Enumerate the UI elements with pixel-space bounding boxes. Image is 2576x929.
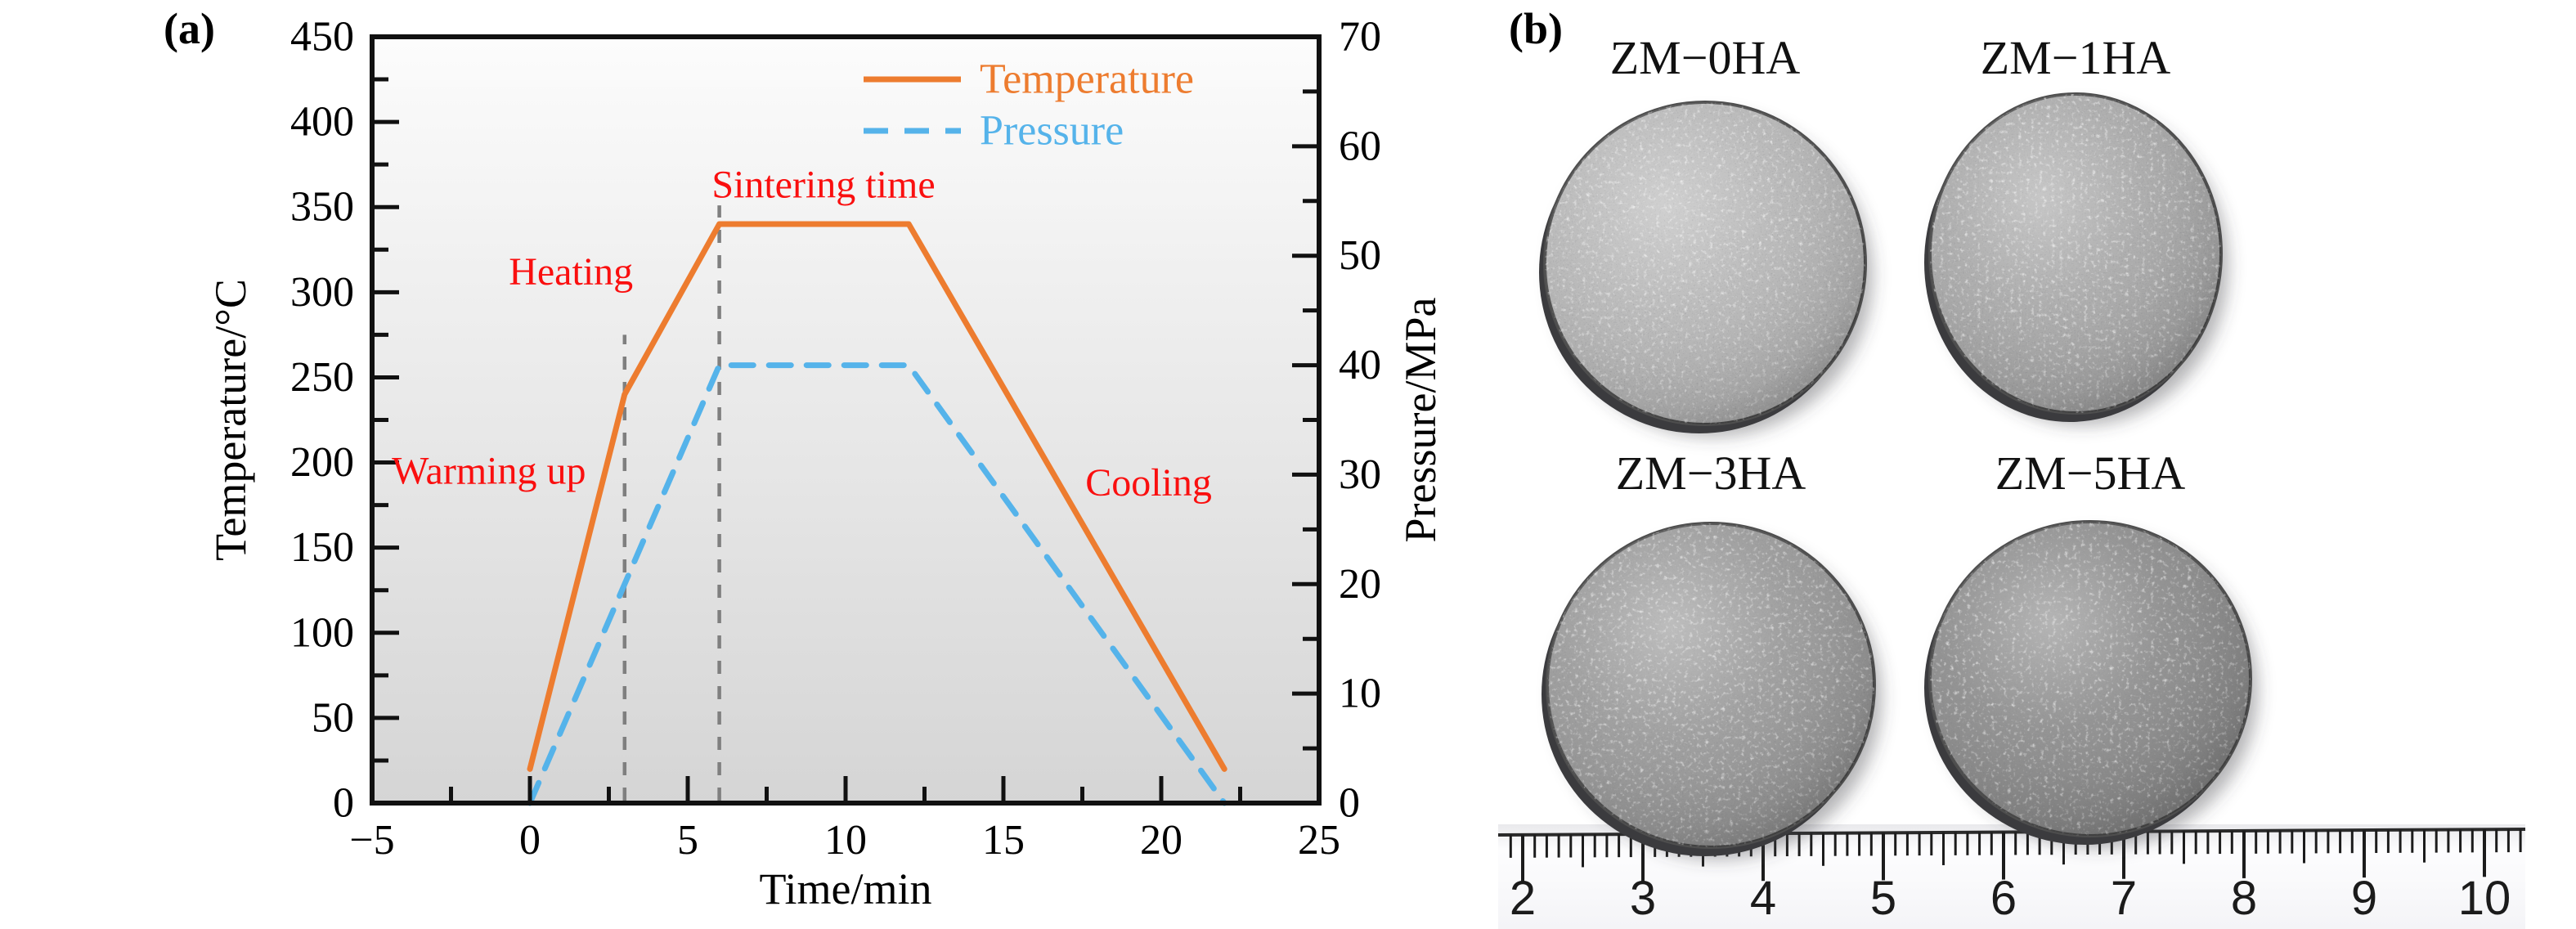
stage-annotations: Warming up Heating Sintering time Cooling (392, 164, 1212, 505)
sintering-process-chart: −5 0 5 10 15 20 250501001502002503003504004500… (206, 14, 1445, 914)
plot-frame (370, 34, 1322, 806)
series-pressure (527, 362, 1227, 806)
ruler-number: 9 (2351, 872, 2377, 925)
y-right-tick-label: 60 (1339, 123, 1381, 169)
y-right-tick-label: 70 (1339, 14, 1381, 61)
ruler-number: 3 (1630, 872, 1656, 925)
ruler-number: 2 (1510, 872, 1536, 925)
y-right-axis-title: Pressure/MPa (1396, 297, 1445, 542)
y-left-tick-label: 100 (290, 609, 354, 656)
y-right-tick-label: 30 (1339, 451, 1381, 498)
specimen-disc-3 (1542, 522, 1882, 859)
y-left-tick-label: 200 (290, 439, 354, 486)
x-tick-label: 15 (982, 817, 1025, 864)
y-left-tick-label: 450 (290, 14, 354, 61)
y-left-tick-label: 250 (290, 354, 354, 401)
sample-label-zm1ha: ZM−1HA (1980, 31, 2171, 84)
legend-label-pressure: Pressure (980, 108, 1124, 155)
x-axis: −5 0 5 10 15 20 25 (349, 776, 1340, 864)
x-tick-label: 5 (677, 817, 698, 864)
x-tick-label: −5 (349, 817, 394, 864)
ruler-number: 6 (1990, 872, 2017, 925)
x-axis-title: Time/min (759, 864, 931, 913)
ruler-number: 10 (2458, 872, 2511, 925)
y-right-tick-label: 50 (1339, 232, 1381, 279)
ruler-number: 4 (1750, 872, 1776, 925)
y-axis-right: 0 10 20 30 40 50 60 70 (1292, 14, 1381, 827)
y-right-tick-label: 0 (1339, 780, 1360, 827)
sample-label-zm0ha: ZM−0HA (1609, 31, 1801, 84)
ruler-number: 5 (1870, 872, 1896, 925)
specimen-photo-panel: 2 3 4 5 6 7 8 9 10 (1497, 92, 2526, 929)
legend: Temperature Pressure (864, 56, 1194, 155)
sample-label-zm3ha: ZM−3HA (1615, 447, 1806, 500)
y-left-tick-label: 0 (333, 780, 354, 827)
disc-shading (1545, 102, 1865, 424)
series-temperature (527, 221, 1227, 772)
panel-a-label: (a) (164, 4, 215, 53)
y-axis-left: 0 50 100 150 200 250 300 350 400 450 (290, 14, 399, 827)
x-tick-label: 20 (1140, 817, 1183, 864)
y-left-tick-label: 50 (312, 694, 354, 741)
annotation-cooling: Cooling (1085, 461, 1212, 505)
y-left-tick-label: 400 (290, 99, 354, 146)
stage-guides (622, 205, 721, 801)
y-left-tick-label: 350 (290, 184, 354, 231)
y-left-tick-label: 150 (290, 524, 354, 571)
y-right-tick-label: 20 (1339, 561, 1381, 608)
annotation-heating: Heating (509, 250, 633, 294)
panel-b-label: (b) (1509, 4, 1563, 53)
x-tick-label: 10 (824, 817, 867, 864)
y-right-tick-label: 10 (1339, 671, 1381, 717)
ruler-number: 7 (2111, 872, 2137, 925)
legend-label-temperature: Temperature (980, 56, 1194, 103)
sample-label-zm5ha: ZM−5HA (1995, 447, 2186, 500)
annotation-sintering-time: Sintering time (711, 164, 935, 207)
ruler-number: 8 (2231, 872, 2257, 925)
y-right-tick-label: 40 (1339, 342, 1381, 388)
specimen-disc-4 (1924, 520, 2258, 848)
specimen-disc-2 (1924, 92, 2228, 425)
disc-shading (1547, 523, 1874, 847)
x-tick-label: 25 (1298, 817, 1340, 864)
x-tick-label: 0 (519, 817, 541, 864)
disc-shading (1930, 94, 2221, 413)
y-left-axis-title: Temperature/°C (206, 279, 255, 561)
specimen-disc-1 (1539, 101, 1873, 437)
annotation-warming-up: Warming up (392, 449, 586, 492)
disc-shading (1930, 522, 2251, 836)
y-left-tick-label: 300 (290, 269, 354, 316)
plot-background (372, 37, 1319, 803)
